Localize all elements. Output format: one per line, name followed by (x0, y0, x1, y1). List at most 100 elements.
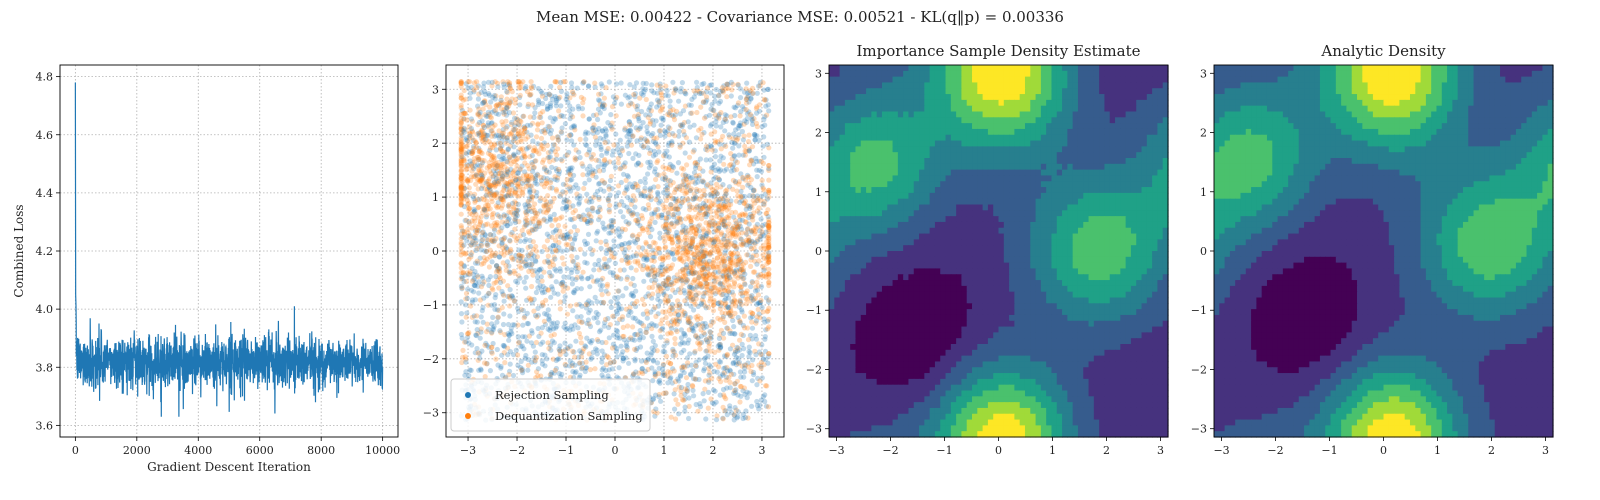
rejection-point (523, 285, 529, 291)
rejection-point (587, 323, 594, 330)
rejection-point (646, 165, 653, 171)
rejection-point (479, 238, 485, 244)
rejection-point (693, 292, 699, 298)
rejection-point (553, 325, 559, 331)
dequantization-point (458, 102, 464, 108)
dequantization-point (460, 347, 466, 353)
dequantization-point (726, 213, 732, 219)
dequantization-point (579, 319, 585, 326)
dequantization-point (649, 268, 656, 274)
dequantization-point (743, 107, 749, 113)
rejection-point (598, 327, 604, 333)
dequantization-point (654, 245, 660, 251)
dequantization-point (615, 183, 622, 189)
dequantization-point (605, 354, 612, 361)
dequantization-point (726, 162, 733, 168)
rejection-point (608, 112, 614, 118)
rejection-point (642, 136, 648, 142)
dequantization-point (541, 146, 547, 152)
dequantization-point (761, 245, 767, 252)
dequantization-point (615, 160, 622, 166)
rejection-point (683, 91, 689, 97)
dequantization-point (481, 279, 487, 285)
rejection-point (671, 391, 677, 397)
rejection-point (542, 363, 548, 369)
rejection-point (749, 214, 755, 220)
dequantization-point (482, 194, 488, 200)
rejection-point (515, 149, 521, 155)
dequantization-point (713, 181, 720, 187)
rejection-point (549, 164, 555, 170)
rejection-point (590, 112, 597, 118)
dequantization-point (732, 209, 739, 215)
rejection-point (613, 204, 619, 210)
dequantization-point (750, 193, 756, 199)
rejection-point (761, 201, 767, 207)
dequantization-point (473, 181, 479, 187)
rejection-point (613, 131, 619, 137)
rejection-point (748, 284, 754, 290)
dequantization-point (581, 79, 587, 85)
rejection-point (515, 334, 521, 340)
dequantization-point (475, 205, 481, 211)
rejection-point (571, 224, 578, 230)
dequantization-point (572, 354, 578, 360)
rejection-point (754, 133, 760, 139)
dequantization-point (673, 397, 679, 403)
rejection-point (619, 229, 625, 235)
dequantization-point (681, 259, 687, 265)
rejection-point (459, 286, 465, 292)
dequantization-point (728, 264, 734, 270)
dequantization-point (487, 206, 493, 212)
rejection-point (583, 365, 590, 371)
dequantization-point (467, 205, 473, 211)
rejection-point (611, 332, 617, 338)
rejection-point (663, 218, 669, 224)
rejection-point (596, 126, 602, 132)
rejection-point (622, 92, 629, 98)
dequantization-point (632, 301, 638, 307)
rejection-point (541, 166, 548, 172)
dequantization-point (459, 243, 466, 249)
dequantization-point (484, 178, 490, 185)
dequantization-point (670, 212, 676, 218)
dequantization-point (693, 186, 700, 192)
dequantization-point (564, 176, 570, 183)
dequantization-point (484, 198, 490, 204)
dequantization-point (527, 114, 533, 120)
rejection-point (591, 315, 597, 321)
dequantization-point (717, 306, 723, 312)
rejection-point (746, 148, 753, 154)
rejection-point (610, 148, 616, 154)
dequantization-point (544, 169, 550, 175)
dequantization-point (674, 328, 680, 335)
rejection-point (679, 80, 686, 86)
dequantization-point (518, 119, 524, 125)
rejection-point (657, 230, 663, 236)
dequantization-point (750, 227, 757, 233)
dequantization-point (497, 140, 503, 146)
rejection-point (626, 220, 632, 226)
dequantization-point (593, 157, 599, 163)
dequantization-point (493, 269, 500, 275)
rejection-point (651, 306, 657, 312)
dequantization-point (537, 220, 543, 227)
dequantization-point (712, 238, 718, 244)
dequantization-point (627, 122, 633, 128)
dequantization-point (458, 184, 464, 190)
dequantization-point (739, 267, 745, 273)
rejection-point (716, 93, 722, 99)
rejection-point (497, 328, 503, 334)
dequantization-point (514, 163, 520, 169)
rejection-point (722, 353, 728, 359)
y-tick-label: 4.6 (36, 129, 54, 142)
dequantization-point (700, 253, 706, 259)
dequantization-point (458, 172, 464, 178)
rejection-point (631, 282, 637, 289)
rejection-point (716, 176, 722, 183)
rejection-point (464, 137, 470, 144)
rejection-point (469, 297, 476, 303)
rejection-point (567, 165, 574, 171)
dequantization-point (530, 239, 536, 245)
dequantization-point (524, 172, 530, 178)
